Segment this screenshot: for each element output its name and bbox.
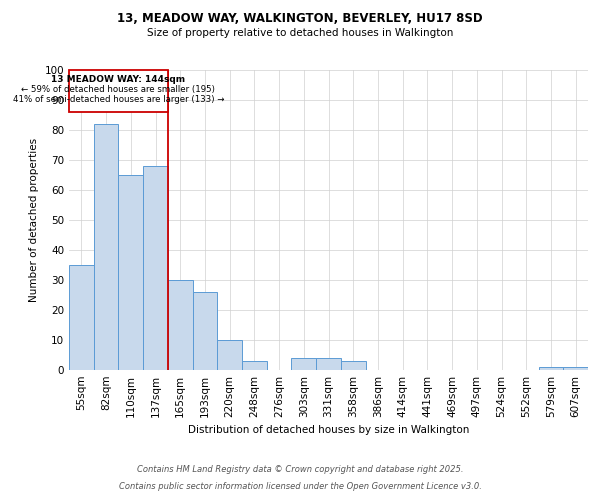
Text: Contains public sector information licensed under the Open Government Licence v3: Contains public sector information licen… (119, 482, 481, 491)
Text: ← 59% of detached houses are smaller (195): ← 59% of detached houses are smaller (19… (22, 85, 215, 94)
Bar (69, 70, 168, 112)
Bar (118, 175, 143, 370)
Text: 41% of semi-detached houses are larger (133) →: 41% of semi-detached houses are larger (… (13, 96, 224, 104)
Bar (563, 367, 588, 370)
Bar (242, 361, 267, 370)
Text: 13, MEADOW WAY, WALKINGTON, BEVERLEY, HU17 8SD: 13, MEADOW WAY, WALKINGTON, BEVERLEY, HU… (117, 12, 483, 26)
Bar (94, 124, 118, 370)
Bar (143, 166, 168, 370)
Bar (539, 367, 563, 370)
Bar (168, 280, 193, 370)
Bar (292, 358, 316, 370)
Bar (69, 265, 94, 370)
Bar (193, 292, 217, 370)
Bar (341, 361, 365, 370)
Text: Size of property relative to detached houses in Walkington: Size of property relative to detached ho… (147, 28, 453, 38)
Text: 13 MEADOW WAY: 144sqm: 13 MEADOW WAY: 144sqm (52, 74, 185, 84)
Text: Contains HM Land Registry data © Crown copyright and database right 2025.: Contains HM Land Registry data © Crown c… (137, 465, 463, 474)
X-axis label: Distribution of detached houses by size in Walkington: Distribution of detached houses by size … (188, 426, 469, 436)
Bar (316, 358, 341, 370)
Bar (217, 340, 242, 370)
Y-axis label: Number of detached properties: Number of detached properties (29, 138, 39, 302)
